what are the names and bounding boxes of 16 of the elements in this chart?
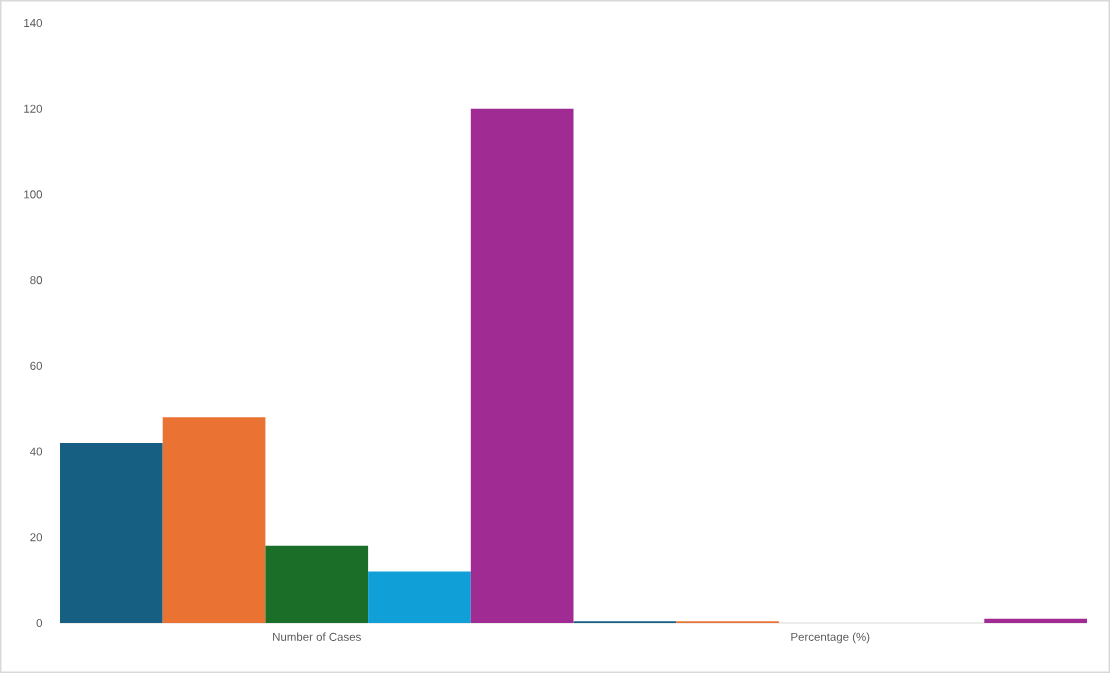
y-tick-label: 100 [24, 190, 43, 199]
bar [368, 571, 471, 623]
y-tick-label: 80 [30, 276, 43, 285]
y-tick-label: 20 [30, 533, 43, 542]
y-tick-label: 60 [30, 361, 43, 370]
y-tick-label: 140 [24, 18, 43, 28]
bar [162, 417, 266, 623]
bar [265, 545, 369, 623]
y-tick-label: 120 [24, 104, 43, 113]
y-tick-label: 40 [30, 447, 43, 456]
x-tick-label: Number of Cases [273, 632, 361, 641]
x-tick-label: Percentage (%) [791, 632, 870, 644]
bar [984, 618, 1087, 623]
y-tick-label: 0 [36, 618, 43, 628]
bar [470, 108, 574, 623]
bar [60, 442, 163, 623]
